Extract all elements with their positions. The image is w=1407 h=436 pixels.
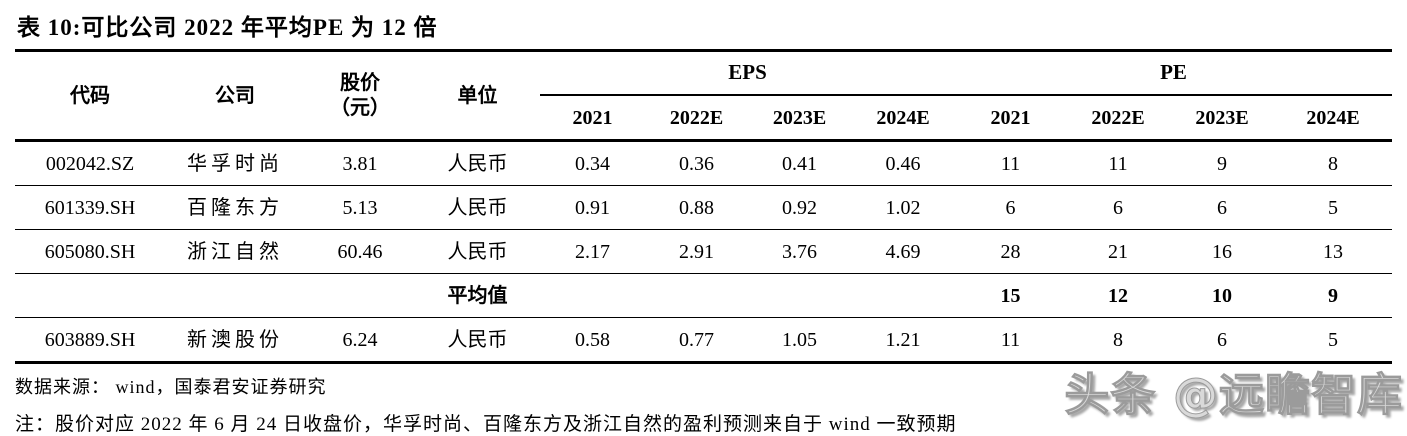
report-page: 表 10:可比公司 2022 年平均PE 为 12 倍 代码 公司 股价 （元）… — [15, 0, 1403, 435]
cell-pe-2024e: 5 — [1274, 317, 1393, 364]
comparable-companies-table: 代码 公司 股价 （元） 单位 EPS PE 2021 2022E 2023E … — [15, 52, 1393, 364]
cell-eps-2022e — [645, 273, 748, 318]
cell-unit: 人民币 — [415, 140, 540, 186]
cell-eps-2022e: 2.91 — [645, 229, 748, 274]
cell-unit: 人民币 — [415, 229, 540, 274]
cell-eps-2024e: 0.46 — [851, 140, 956, 186]
header-eps-2021: 2021 — [540, 95, 645, 142]
cell-price: 6.24 — [305, 317, 415, 364]
group-header-row: 代码 公司 股价 （元） 单位 EPS PE — [15, 52, 1393, 142]
table-row: 605080.SH 浙江自然 60.46 人民币 2.17 2.91 3.76 … — [15, 229, 1393, 274]
watermark-text: 头条 @远瞻智库 — [1064, 368, 1403, 422]
cell-price: 60.46 — [305, 229, 415, 274]
cell-pe-2022e: 21 — [1066, 229, 1171, 274]
header-pe-group: PE — [955, 52, 1393, 96]
cell-pe-2021: 11 — [955, 140, 1067, 186]
cell-eps-2022e: 0.88 — [645, 185, 748, 230]
cell-eps-2024e: 1.21 — [851, 317, 956, 364]
cell-pe-2022e: 11 — [1066, 140, 1171, 186]
cell-eps-2024e — [851, 273, 956, 318]
header-pe-2022e: 2022E — [1066, 95, 1171, 142]
cell-pe-2022e: 12 — [1066, 273, 1171, 318]
header-pe-2023e: 2023E — [1170, 95, 1275, 142]
cell-pe-2021: 11 — [955, 317, 1067, 364]
cell-eps-2021 — [540, 273, 645, 318]
cell-price: 5.13 — [305, 185, 415, 230]
cell-pe-2024e: 9 — [1274, 273, 1393, 318]
header-price-line2: （元） — [330, 96, 390, 119]
cell-eps-2023e: 0.92 — [748, 185, 851, 230]
cell-unit: 人民币 — [415, 185, 540, 230]
header-pe-2024e: 2024E — [1274, 95, 1393, 142]
cell-eps-2022e: 0.36 — [645, 140, 748, 186]
year-header-row: 2021 2022E 2023E 2024E 2021 2022E 2023E … — [15, 95, 1393, 142]
header-company: 公司 — [165, 52, 305, 142]
average-label: 平均值 — [415, 273, 540, 318]
cell-pe-2023e: 6 — [1170, 185, 1275, 230]
cell-eps-2021: 0.34 — [540, 140, 645, 186]
header-unit: 单位 — [415, 52, 540, 142]
cell-pe-2024e: 8 — [1274, 140, 1393, 186]
cell-eps-2023e — [748, 273, 851, 318]
cell-company: 新澳股份 — [165, 317, 305, 364]
table-title: 表 10:可比公司 2022 年平均PE 为 12 倍 — [15, 0, 1392, 52]
table-row: 002042.SZ 华孚时尚 3.81 人民币 0.34 0.36 0.41 0… — [15, 140, 1393, 186]
cell-pe-2024e: 13 — [1274, 229, 1393, 274]
header-eps-2024e: 2024E — [851, 95, 956, 142]
cell-pe-2023e: 10 — [1170, 273, 1275, 318]
cell-company: 华孚时尚 — [165, 140, 305, 186]
header-eps-2022e: 2022E — [645, 95, 748, 142]
cell-pe-2021: 15 — [955, 273, 1067, 318]
cell-eps-2021: 2.17 — [540, 229, 645, 274]
cell-company: 百隆东方 — [165, 185, 305, 230]
cell-eps-2023e: 0.41 — [748, 140, 851, 186]
cell-pe-2023e: 9 — [1170, 140, 1275, 186]
table-row: 603889.SH 新澳股份 6.24 人民币 0.58 0.77 1.05 1… — [15, 317, 1393, 364]
header-code: 代码 — [15, 52, 165, 142]
cell-pe-2023e: 6 — [1170, 317, 1275, 364]
cell-code: 605080.SH — [15, 229, 165, 274]
cell-eps-2024e: 1.02 — [851, 185, 956, 230]
header-eps-group: EPS — [540, 52, 956, 96]
header-price: 股价 （元） — [305, 52, 415, 142]
cell-company — [165, 273, 305, 318]
header-price-line1: 股价 — [340, 71, 380, 94]
cell-pe-2024e: 5 — [1274, 185, 1393, 230]
cell-code: 601339.SH — [15, 185, 165, 230]
cell-pe-2022e: 6 — [1066, 185, 1171, 230]
cell-code: 603889.SH — [15, 317, 165, 364]
cell-pe-2021: 6 — [955, 185, 1067, 230]
cell-pe-2021: 28 — [955, 229, 1067, 274]
table-row: 601339.SH 百隆东方 5.13 人民币 0.91 0.88 0.92 1… — [15, 185, 1393, 230]
cell-eps-2023e: 3.76 — [748, 229, 851, 274]
cell-pe-2023e: 16 — [1170, 229, 1275, 274]
cell-price: 3.81 — [305, 140, 415, 186]
cell-eps-2022e: 0.77 — [645, 317, 748, 364]
cell-eps-2024e: 4.69 — [851, 229, 956, 274]
cell-eps-2023e: 1.05 — [748, 317, 851, 364]
header-eps-2023e: 2023E — [748, 95, 851, 142]
cell-unit: 人民币 — [415, 317, 540, 364]
cell-pe-2022e: 8 — [1066, 317, 1171, 364]
data-source-text: 数据来源： wind，国泰君安证券研究 — [15, 377, 327, 397]
average-row: 平均值 15 12 10 9 — [15, 273, 1393, 318]
cell-eps-2021: 0.58 — [540, 317, 645, 364]
cell-code — [15, 273, 165, 318]
cell-eps-2021: 0.91 — [540, 185, 645, 230]
cell-code: 002042.SZ — [15, 140, 165, 186]
header-pe-2021: 2021 — [955, 95, 1067, 142]
cell-company: 浙江自然 — [165, 229, 305, 274]
cell-price — [305, 273, 415, 318]
